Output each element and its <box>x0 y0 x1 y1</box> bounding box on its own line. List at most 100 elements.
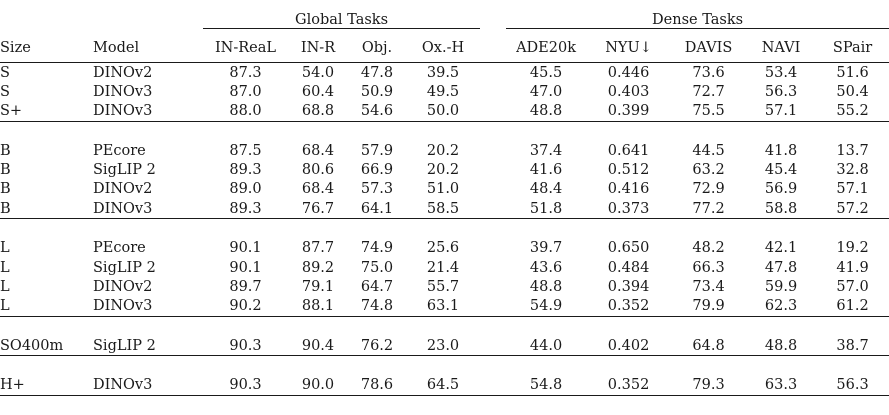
cell-model: DINOv3 <box>93 83 153 100</box>
cell-davis: 44.5 <box>692 142 725 159</box>
cell-navi: 56.3 <box>764 83 798 100</box>
cell-size: SO400m <box>0 337 64 354</box>
cell-ade20k: 44.0 <box>529 337 563 354</box>
table-row: SO400m SigLIP 2 90.3 90.4 76.2 23.0 44.0 0.402 6… <box>0 336 889 356</box>
cell-ox-h: 49.5 <box>426 83 460 100</box>
cell-nyu: 0.373 <box>607 200 650 217</box>
cell-model: PEcore <box>93 240 146 257</box>
cell-obj: 76.2 <box>360 337 394 354</box>
cell-model: DINOv3 <box>93 103 153 120</box>
cell-in-real: 88.0 <box>229 103 262 120</box>
cell-navi: 48.8 <box>764 337 798 354</box>
cell-ox-h: 58.5 <box>426 200 460 217</box>
cell-in-real: 90.3 <box>229 337 262 354</box>
cell-model: SigLIP 2 <box>93 259 156 276</box>
cell-ox-h: 51.0 <box>426 181 460 198</box>
cell-size: S+ <box>0 103 23 120</box>
cell-ox-h: 50.0 <box>426 103 460 120</box>
col-header-model: Model <box>93 40 140 56</box>
cell-obj: 74.9 <box>360 240 394 257</box>
table-row: B SigLIP 2 89.3 80.6 66.9 20.2 41.6 0.512 63.2 45… <box>0 160 889 179</box>
cell-in-real: 90.1 <box>229 259 262 276</box>
cell-ox-h: 63.1 <box>426 298 460 315</box>
group-gap <box>480 336 506 356</box>
cell-size: B <box>0 142 11 159</box>
cell-ade20k: 37.4 <box>529 142 563 159</box>
cell-size: S <box>0 83 10 100</box>
cell-in-r: 90.0 <box>301 377 335 394</box>
cell-ade20k: 54.9 <box>529 298 563 315</box>
group-gap <box>480 258 506 277</box>
cell-obj: 74.8 <box>360 298 394 315</box>
cell-in-r: 68.8 <box>301 103 335 120</box>
cell-size: L <box>0 240 10 257</box>
cell-spair: 61.2 <box>836 298 869 315</box>
cell-ade20k: 48.4 <box>529 181 563 198</box>
cell-obj: 66.9 <box>360 162 394 179</box>
table-row: L DINOv3 90.2 88.1 74.8 63.1 54.9 0.352 79.9 62.3… <box>0 297 889 317</box>
group-separator <box>0 218 889 239</box>
cell-in-real: 87.5 <box>229 142 262 159</box>
cell-navi: 42.1 <box>764 240 798 257</box>
cell-in-r: 90.4 <box>301 337 335 354</box>
cell-navi: 45.4 <box>764 162 798 179</box>
cell-in-real: 89.3 <box>229 200 262 217</box>
cell-spair: 56.3 <box>836 377 869 394</box>
table-row: H+ DINOv3 90.3 90.0 78.6 64.5 54.8 0.352 79.3 63.… <box>0 376 889 396</box>
col-header-size: Size <box>0 40 31 56</box>
col-header-nyu: NYU↓ <box>605 40 652 56</box>
cell-obj: 64.7 <box>360 278 394 295</box>
column-header-row: Size Model IN-ReaL IN-R Obj. Ox.-H ADE20… <box>0 34 889 63</box>
cell-ade20k: 54.8 <box>529 377 563 394</box>
cell-navi: 58.8 <box>764 200 798 217</box>
cell-size: B <box>0 162 11 179</box>
cell-nyu: 0.394 <box>607 278 650 295</box>
cell-ade20k: 41.6 <box>529 162 563 179</box>
cell-ade20k: 51.8 <box>529 200 563 217</box>
cell-spair: 57.1 <box>836 181 869 198</box>
col-header-in-r: IN-R <box>300 40 336 56</box>
col-header-spair: SPair <box>832 40 873 56</box>
cell-davis: 64.8 <box>692 337 725 354</box>
group-separator <box>0 355 889 376</box>
col-header-ox-h: Ox.-H <box>421 40 465 56</box>
cell-ox-h: 55.7 <box>426 278 460 295</box>
cell-in-r: 76.7 <box>301 200 335 217</box>
cell-ade20k: 39.7 <box>529 240 563 257</box>
cell-davis: 48.2 <box>692 240 725 257</box>
cell-ox-h: 64.5 <box>426 377 460 394</box>
cell-nyu: 0.512 <box>607 162 650 179</box>
cell-in-real: 89.7 <box>229 278 262 295</box>
cell-in-real: 90.2 <box>229 298 262 315</box>
cell-ade20k: 43.6 <box>529 259 563 276</box>
cell-navi: 57.1 <box>764 103 798 120</box>
group-gap <box>480 63 506 82</box>
cell-size: L <box>0 278 10 295</box>
table-row: L SigLIP 2 90.1 89.2 75.0 21.4 43.6 0.484 66.3 47… <box>0 258 889 277</box>
group-gap <box>480 376 506 396</box>
bottom-rule <box>0 395 889 415</box>
col-header-ade20k: ADE20k <box>516 40 576 56</box>
cell-in-r: 54.0 <box>301 64 335 81</box>
cell-in-real: 89.0 <box>229 181 262 198</box>
cell-nyu: 0.403 <box>607 83 650 100</box>
cell-navi: 59.9 <box>764 278 798 295</box>
cell-navi: 41.8 <box>764 142 798 159</box>
cell-obj: 50.9 <box>360 83 394 100</box>
cell-in-real: 90.3 <box>229 377 262 394</box>
cell-model: DINOv2 <box>93 278 153 295</box>
col-header-navi: NAVI <box>761 40 801 56</box>
cell-model: DINOv3 <box>93 377 153 394</box>
cell-nyu: 0.352 <box>607 377 650 394</box>
cell-obj: 64.1 <box>360 200 394 217</box>
cell-size: H+ <box>0 377 25 394</box>
cell-in-r: 88.1 <box>301 298 335 315</box>
group-gap <box>480 82 506 101</box>
cell-model: SigLIP 2 <box>93 162 156 179</box>
cell-obj: 75.0 <box>360 259 394 276</box>
cell-navi: 63.3 <box>764 377 798 394</box>
cell-davis: 79.9 <box>692 298 725 315</box>
cell-davis: 63.2 <box>692 162 725 179</box>
cell-size: L <box>0 298 10 315</box>
cell-obj: 54.6 <box>360 103 394 120</box>
